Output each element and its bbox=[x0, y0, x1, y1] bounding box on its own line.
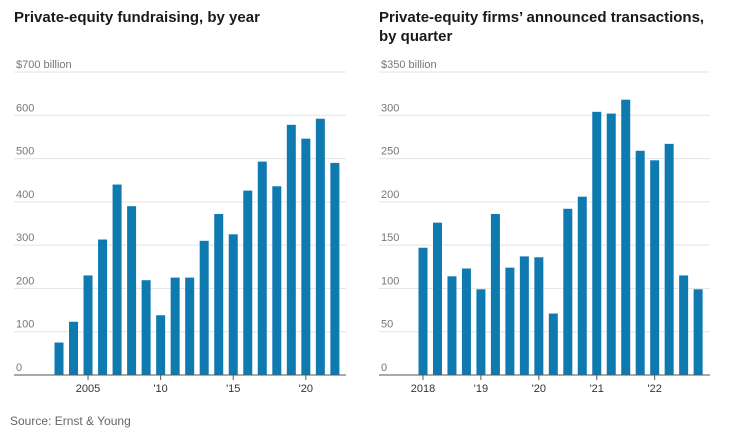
fundraising-bar bbox=[243, 190, 253, 375]
fundraising-bar bbox=[141, 280, 151, 375]
fundraising-bar bbox=[214, 213, 224, 375]
fundraising-bar bbox=[185, 277, 195, 375]
fundraising-bar bbox=[156, 315, 166, 375]
transactions-bar bbox=[693, 289, 703, 375]
fundraising-bar bbox=[170, 277, 180, 375]
fundraising-bar bbox=[69, 321, 79, 375]
fundraising-bar bbox=[83, 275, 93, 375]
fundraising-bar bbox=[228, 234, 238, 375]
transactions-bar bbox=[679, 275, 689, 375]
transactions-x-tick-label: '20 bbox=[532, 383, 546, 395]
fundraising-y-tick-label: 200 bbox=[16, 275, 34, 287]
transactions-y-tick-label: 250 bbox=[381, 146, 399, 158]
transactions-bar bbox=[563, 208, 573, 375]
transactions-y-tick-label: 50 bbox=[381, 319, 393, 331]
transactions-bar bbox=[418, 247, 428, 375]
transactions-y-tick-label: 150 bbox=[381, 232, 399, 244]
transactions-bar bbox=[447, 276, 457, 375]
fundraising-bar bbox=[199, 240, 209, 375]
transactions-y-tick-label: 100 bbox=[381, 275, 399, 287]
fundraising-bar bbox=[257, 161, 267, 375]
fundraising-bar bbox=[330, 162, 340, 375]
fundraising-y-tick-label: 500 bbox=[16, 146, 34, 158]
transactions-x-tick-label: '22 bbox=[648, 383, 662, 395]
transactions-y-tick-label: $350 billion bbox=[381, 59, 437, 71]
transactions-y-tick-label: 0 bbox=[381, 362, 387, 374]
transactions-y-tick-label: 200 bbox=[381, 189, 399, 201]
transactions-bar bbox=[650, 160, 660, 375]
transactions-bar bbox=[577, 196, 587, 375]
transactions-bar bbox=[621, 99, 631, 376]
transactions-bar bbox=[664, 143, 674, 375]
transactions-bar bbox=[519, 256, 529, 375]
transactions-bar bbox=[606, 113, 616, 375]
transactions-bar bbox=[490, 213, 500, 375]
left-chart-title: Private-equity fundraising, by year bbox=[14, 9, 260, 26]
transactions-bar bbox=[505, 267, 515, 375]
transactions-bar bbox=[461, 268, 471, 375]
fundraising-x-tick-label: '20 bbox=[299, 383, 313, 395]
transactions-bar bbox=[548, 313, 558, 375]
fundraising-y-tick-label: 400 bbox=[16, 189, 34, 201]
fundraising-x-tick-label: '15 bbox=[226, 383, 240, 395]
source-note: Source: Ernst & Young bbox=[10, 414, 131, 428]
transactions-bar bbox=[476, 289, 486, 375]
transactions-x-tick-label: '21 bbox=[590, 383, 604, 395]
fundraising-bar bbox=[112, 184, 122, 375]
right-chart-title: Private-equity firms’ announced transact… bbox=[379, 9, 705, 45]
transactions-x-tick-label: 2018 bbox=[411, 383, 435, 395]
fundraising-bar bbox=[286, 124, 296, 376]
transactions-y-tick-label: 300 bbox=[381, 102, 399, 114]
fundraising-bar bbox=[98, 239, 108, 375]
fundraising-bar bbox=[301, 138, 311, 375]
fundraising-bar bbox=[315, 118, 325, 376]
fundraising-y-tick-label: 600 bbox=[16, 102, 34, 114]
fundraising-y-tick-label: 100 bbox=[16, 319, 34, 331]
fundraising-y-tick-label: 300 bbox=[16, 232, 34, 244]
fundraising-y-tick-label: 0 bbox=[16, 362, 22, 374]
transactions-bar bbox=[635, 150, 645, 375]
transactions-bar bbox=[534, 257, 544, 375]
fundraising-bar bbox=[272, 186, 282, 375]
fundraising-bar bbox=[54, 342, 64, 375]
fundraising-bar bbox=[127, 206, 137, 375]
fundraising-x-tick-label: 2005 bbox=[76, 383, 100, 395]
transactions-bar bbox=[592, 111, 602, 375]
transactions-x-tick-label: '19 bbox=[474, 383, 488, 395]
fundraising-y-tick-label: $700 billion bbox=[16, 59, 72, 71]
transactions-bar bbox=[432, 222, 442, 375]
fundraising-x-tick-label: '10 bbox=[153, 383, 167, 395]
